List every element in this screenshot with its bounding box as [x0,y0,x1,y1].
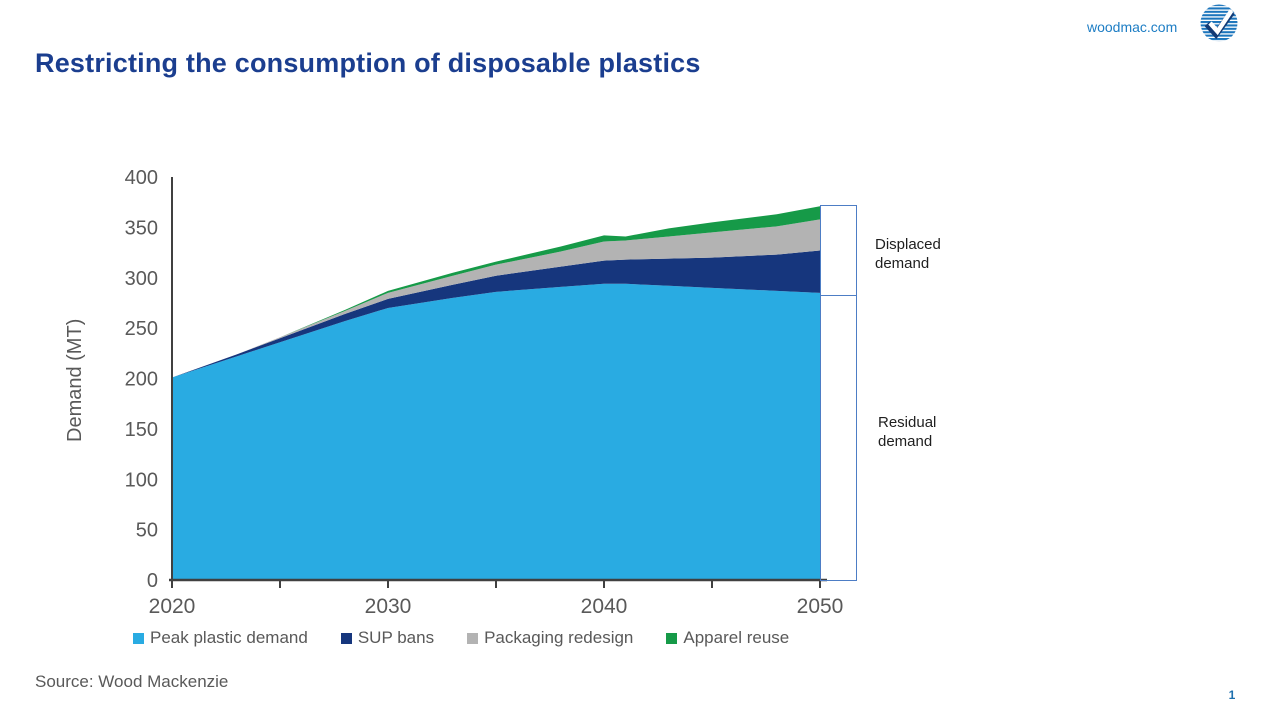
svg-text:2050: 2050 [797,595,844,618]
legend-item-sup-bans: SUP bans [340,628,435,648]
legend-item-apparel-reuse: Apparel reuse [666,628,789,648]
woodmac-link[interactable]: woodmac.com [1087,19,1178,35]
svg-text:2020: 2020 [149,595,196,618]
svg-text:400: 400 [125,167,158,189]
page-title: Restricting the consumption of disposabl… [35,48,701,78]
legend-item-packaging-redesign: Packaging redesign [467,628,633,648]
legend-swatch-sup-bans [340,632,352,644]
legend-label: Peak plastic demand [150,628,308,647]
source-note: Source: Wood Mackenzie [35,672,229,691]
svg-text:250: 250 [125,318,158,340]
legend-label: SUP bans [357,628,435,647]
legend-label: Packaging redesign [484,628,634,647]
svg-text:0: 0 [147,570,158,592]
svg-text:50: 50 [136,520,158,542]
residual-demand-bracket [820,295,857,581]
legend-swatch-packaging-redesign [467,632,479,644]
page-number: 1 [1228,688,1236,702]
woodmac-logo-icon [1200,4,1238,42]
svg-text:150: 150 [125,419,158,441]
svg-text:2040: 2040 [581,595,628,618]
displaced-demand-bracket [820,205,857,296]
legend-item-peak-plastic-demand: Peak plastic demand [133,628,308,648]
annotation-residual-demand: Residual demand [878,414,937,450]
svg-text:100: 100 [125,469,158,491]
legend-swatch-peak-plastic-demand [133,632,144,644]
legend-swatch-apparel-reuse [666,632,678,644]
legend-label: Apparel reuse [683,628,790,647]
annotation-displaced-demand: Displaced demand [875,236,941,272]
svg-text:300: 300 [125,268,158,290]
svg-text:200: 200 [125,369,158,391]
svg-text:2030: 2030 [365,595,412,618]
svg-text:350: 350 [125,217,158,239]
stacked-area-chart: 2020 2030 2040 2050 0 50 100 150 200 250 300 350 400 [125,167,844,618]
chart-legend: Peak plastic demand SUP bans Packaging r… [133,628,789,648]
